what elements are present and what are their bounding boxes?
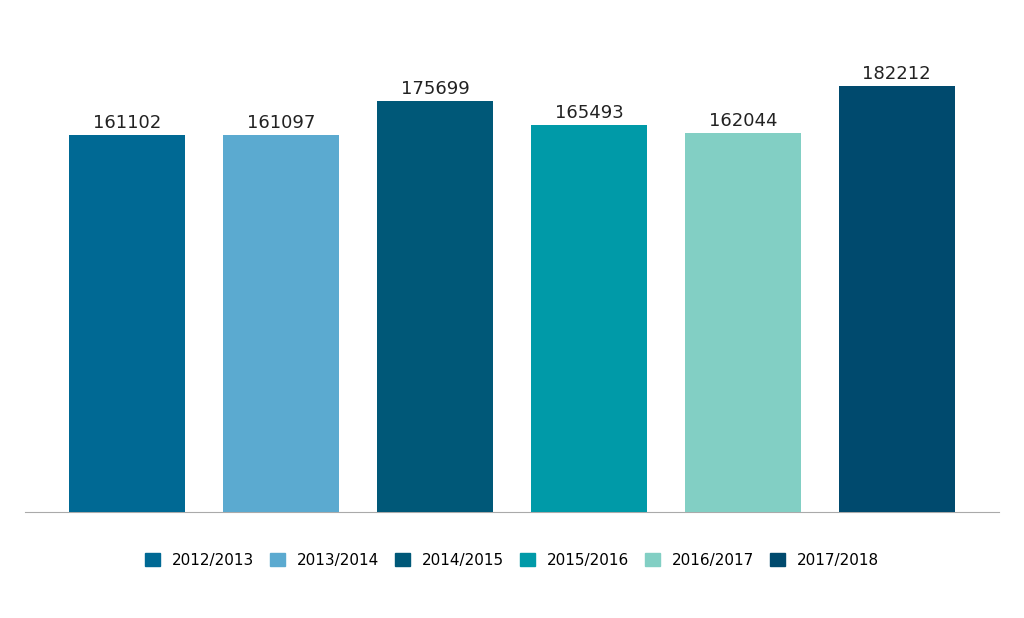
Bar (223, 135, 339, 512)
Bar (531, 125, 647, 512)
Bar (377, 101, 493, 512)
Text: 182212: 182212 (862, 65, 931, 83)
Bar (685, 133, 801, 512)
Bar (70, 135, 185, 512)
Text: 162044: 162044 (709, 112, 777, 130)
Bar (839, 86, 954, 512)
Legend: 2012/2013, 2013/2014, 2014/2015, 2015/2016, 2016/2017, 2017/2018: 2012/2013, 2013/2014, 2014/2015, 2015/20… (144, 553, 880, 568)
Text: 175699: 175699 (400, 80, 469, 98)
Text: 161097: 161097 (247, 114, 315, 132)
Text: 165493: 165493 (555, 104, 624, 122)
Text: 161102: 161102 (93, 114, 162, 132)
